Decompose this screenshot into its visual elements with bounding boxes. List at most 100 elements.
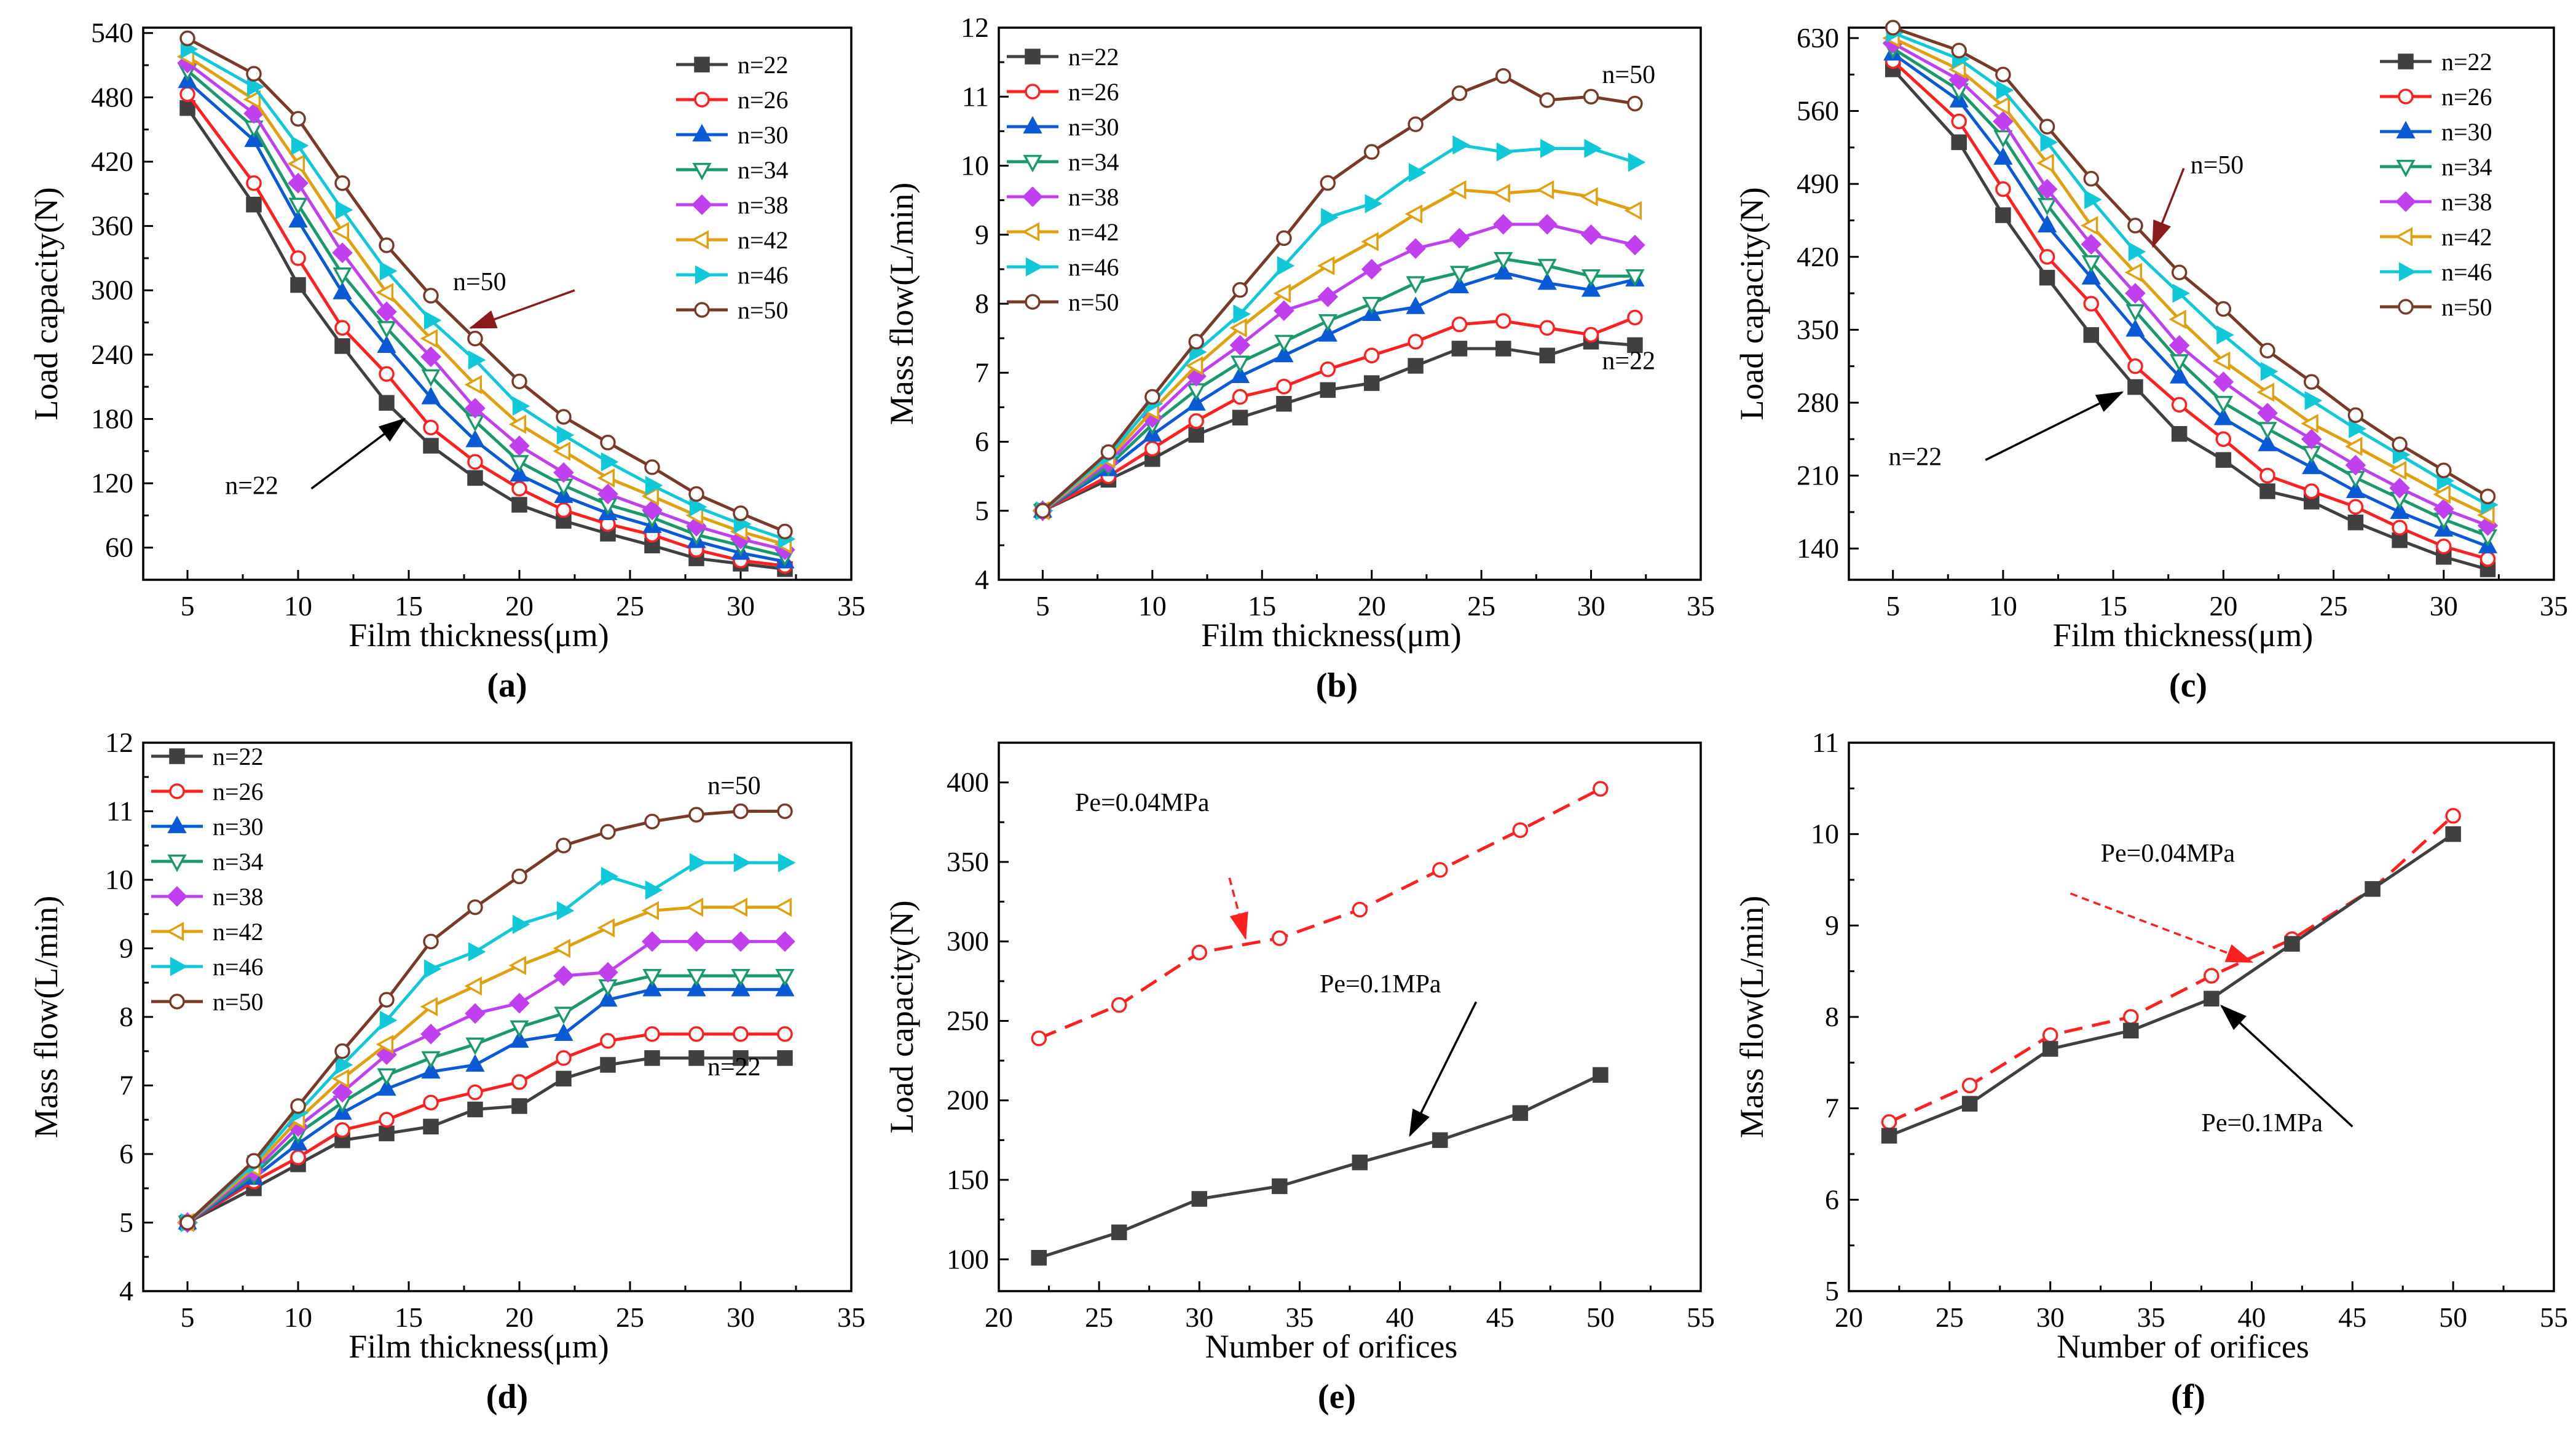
data-point xyxy=(335,1055,353,1075)
x-tick-label: 35 xyxy=(837,590,865,622)
data-point xyxy=(1320,361,1336,378)
data-point xyxy=(467,1101,483,1118)
data-point xyxy=(1362,296,1382,315)
data-point xyxy=(2303,483,2320,499)
data-point xyxy=(1276,230,1292,247)
data-point xyxy=(1406,296,1425,314)
legend-marker xyxy=(170,957,188,976)
data-point xyxy=(2125,304,2145,322)
data-point xyxy=(1230,355,1250,373)
series-line xyxy=(1038,1073,1601,1260)
y-tick-label: 120 xyxy=(91,467,133,499)
data-point xyxy=(600,1033,616,1049)
data-point xyxy=(686,931,707,952)
y-tick-label: 6 xyxy=(1825,1184,1839,1215)
data-point xyxy=(688,807,704,823)
data-point xyxy=(689,853,707,872)
data-point xyxy=(510,1020,529,1038)
x-tick-label: 5 xyxy=(1886,590,1900,622)
annotation-arrow-shaft xyxy=(1985,391,2123,461)
x-axis-label: Number of orifices xyxy=(1205,1328,1458,1365)
chart-b: 5 10 15 20 25 30 35 4 5 6 7 8 9 10 11 12 Film thickness(… xyxy=(883,12,1715,705)
data-point xyxy=(730,931,751,952)
data-point xyxy=(2042,1041,2058,1057)
data-point xyxy=(1274,300,1294,321)
data-point xyxy=(2204,990,2220,1007)
x-tick-label: 25 xyxy=(2320,590,2348,622)
data-point xyxy=(1111,1224,1127,1241)
annotation-arrow-head xyxy=(2220,1005,2247,1030)
x-tick-label: 35 xyxy=(2137,1302,2165,1333)
y-tick-label: 6 xyxy=(119,1138,133,1169)
data-point xyxy=(334,338,350,354)
data-point xyxy=(1363,375,1380,391)
series-line xyxy=(1892,42,2489,528)
legend-marker xyxy=(1022,222,1040,242)
series-n=34 xyxy=(1033,251,1645,522)
data-point xyxy=(1272,1178,1288,1195)
data-point xyxy=(331,221,350,241)
data-point xyxy=(2433,484,2451,504)
annotation-label: n=50 xyxy=(1602,61,1655,89)
series-n=50 xyxy=(179,30,793,540)
data-point xyxy=(1272,930,1288,946)
data-point xyxy=(2212,351,2231,371)
annotation-label: n=22 xyxy=(225,472,278,500)
data-point xyxy=(512,914,530,935)
y-tick-label: 7 xyxy=(975,357,989,388)
data-point xyxy=(333,282,352,299)
legend-marker xyxy=(2398,89,2414,105)
legend-label: n=26 xyxy=(738,86,789,114)
data-point xyxy=(1273,283,1291,303)
data-point xyxy=(2390,501,2409,519)
series-line xyxy=(1038,787,1602,1040)
y-tick-label: 6 xyxy=(975,426,989,457)
series-n=50 xyxy=(179,803,793,1231)
data-point xyxy=(2083,296,2100,312)
data-point xyxy=(775,969,795,987)
data-point xyxy=(775,979,795,997)
data-point xyxy=(1229,318,1247,338)
data-point xyxy=(2436,462,2452,478)
data-point xyxy=(334,1122,350,1138)
series-Pe=0.04MPa xyxy=(1031,781,1609,1046)
data-point xyxy=(2346,480,2366,499)
y-tick-label: 350 xyxy=(947,846,989,877)
data-point xyxy=(379,1125,395,1142)
data-point xyxy=(2259,467,2275,484)
legend-label: n=34 xyxy=(2441,153,2492,181)
series-n=34 xyxy=(178,969,795,1233)
legend-marker xyxy=(167,815,187,834)
data-point xyxy=(1995,181,2011,197)
series-n=50 xyxy=(1885,20,2496,505)
y-tick-label: 150 xyxy=(947,1164,989,1195)
y-tick-label: 12 xyxy=(105,727,133,758)
y-tick-label: 10 xyxy=(961,150,989,181)
y-axis-label: Mass flow(L/min) xyxy=(1733,896,1770,1138)
legend-label: n=50 xyxy=(1068,288,1119,316)
plot-frame xyxy=(1848,26,2555,581)
data-point xyxy=(1537,214,1558,235)
y-tick-label: 350 xyxy=(1797,314,1839,345)
series-n=26 xyxy=(1885,53,2496,567)
series-line xyxy=(186,974,785,1224)
legend-label: n=46 xyxy=(213,953,264,981)
data-point xyxy=(1100,444,1117,461)
series-line xyxy=(186,37,786,533)
data-point xyxy=(556,901,575,920)
legend: n=22 n=26 n=30 n=34 n=38 n=42 n=46 n=50 xyxy=(1007,43,1119,316)
series-n=30 xyxy=(178,979,795,1230)
data-point xyxy=(1536,180,1554,200)
data-point xyxy=(379,1112,395,1128)
x-tick-label: 55 xyxy=(1687,1302,1715,1333)
data-point xyxy=(420,329,438,349)
data-point xyxy=(1496,142,1514,162)
annotation-label: n=50 xyxy=(453,268,506,296)
data-point xyxy=(553,462,574,483)
data-point xyxy=(246,66,262,82)
annotation-label: Pe=0.04MPa xyxy=(2101,839,2235,868)
legend-label: n=42 xyxy=(738,226,789,254)
x-tick-label: 50 xyxy=(2439,1302,2467,1333)
y-tick-label: 560 xyxy=(1797,95,1839,127)
legend-marker xyxy=(1022,186,1043,207)
